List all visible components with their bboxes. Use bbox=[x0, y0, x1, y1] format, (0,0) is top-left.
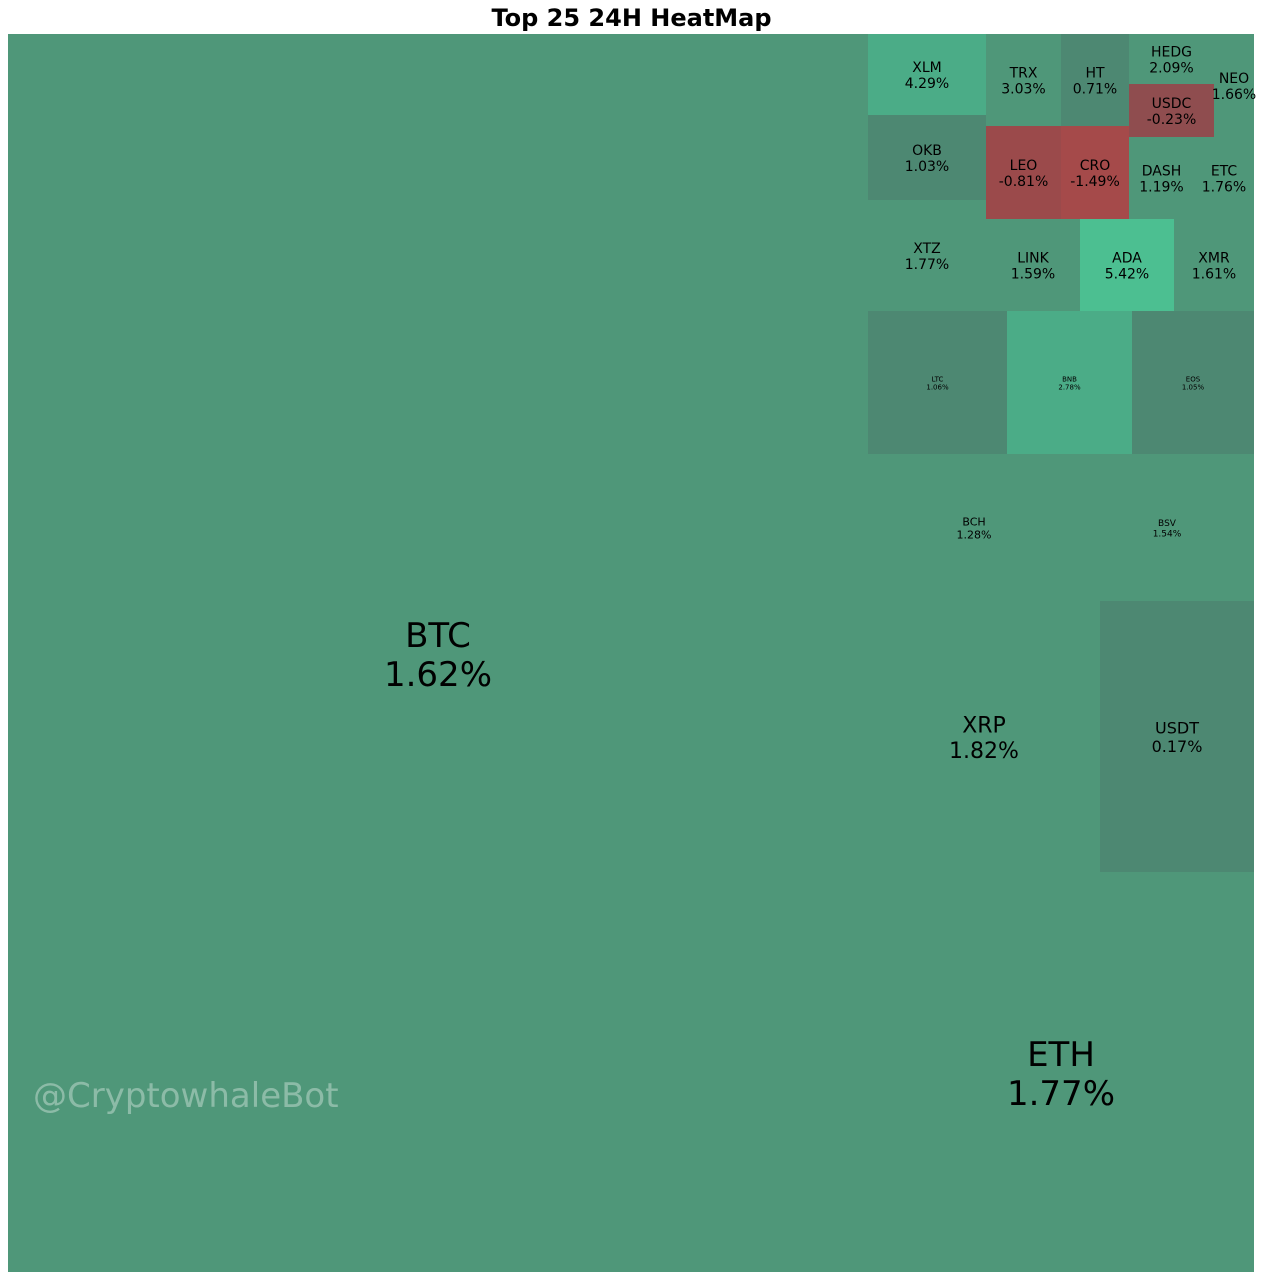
tile-eos bbox=[1132, 311, 1254, 454]
tile-ht bbox=[1061, 34, 1129, 126]
tile-eth bbox=[868, 872, 1254, 1272]
tile-neo-symbol: NEO bbox=[1219, 71, 1249, 87]
tile-ada bbox=[1080, 219, 1174, 311]
tile-eth-symbol: ETH bbox=[1027, 1035, 1095, 1075]
tile-xtz-change: 1.77% bbox=[905, 257, 949, 273]
tile-xmr-symbol: XMR bbox=[1198, 251, 1230, 267]
tile-hedg-change: 2.09% bbox=[1149, 61, 1193, 77]
tile-xrp-change: 1.82% bbox=[949, 739, 1019, 764]
tile-bch bbox=[868, 454, 1080, 601]
tile-usdt-symbol: USDT bbox=[1155, 719, 1199, 738]
tile-dash bbox=[1129, 137, 1194, 219]
tile-xtz bbox=[868, 200, 986, 311]
tile-xmr bbox=[1174, 219, 1254, 311]
tile-bsv-symbol: BSV bbox=[1158, 519, 1177, 529]
tile-trx-change: 3.03% bbox=[1001, 82, 1045, 98]
tile-ada-change: 5.42% bbox=[1105, 267, 1149, 283]
tile-btc-change: 1.62% bbox=[384, 655, 492, 695]
tile-link bbox=[986, 219, 1080, 311]
tile-link-change: 1.59% bbox=[1011, 267, 1055, 283]
tile-trx-symbol: TRX bbox=[1009, 66, 1038, 82]
tile-ltc-change: 1.06% bbox=[926, 383, 949, 391]
tile-eth-change: 1.77% bbox=[1007, 1074, 1115, 1114]
watermark: @CryptowhaleBot bbox=[33, 1076, 339, 1116]
tile-bsv bbox=[1080, 454, 1254, 601]
tile-trx bbox=[986, 34, 1061, 126]
tile-bnb-symbol: BNB bbox=[1062, 375, 1077, 383]
tile-xmr-change: 1.61% bbox=[1192, 267, 1236, 283]
tile-ltc bbox=[868, 311, 1007, 454]
tile-xrp-symbol: XRP bbox=[962, 714, 1006, 739]
tile-dash-symbol: DASH bbox=[1142, 164, 1182, 180]
tile-ht-symbol: HT bbox=[1085, 66, 1105, 82]
tile-xlm-symbol: XLM bbox=[912, 60, 941, 76]
tile-usdt-change: 0.17% bbox=[1152, 737, 1203, 756]
tile-bch-symbol: BCH bbox=[962, 516, 985, 529]
tile-dash-change: 1.19% bbox=[1139, 180, 1183, 196]
tile-xlm bbox=[868, 34, 986, 115]
tile-bnb-change: 2.78% bbox=[1058, 383, 1081, 391]
tile-btc bbox=[8, 34, 868, 1272]
tile-eos-change: 1.05% bbox=[1182, 383, 1205, 391]
tile-usdt bbox=[1100, 601, 1254, 872]
tile-hedg bbox=[1129, 34, 1214, 84]
tile-leo-symbol: LEO bbox=[1010, 158, 1038, 174]
tile-xtz-symbol: XTZ bbox=[913, 241, 941, 257]
tile-hedg-symbol: HEDG bbox=[1151, 45, 1192, 61]
tile-etc-change: 1.76% bbox=[1202, 180, 1246, 196]
chart-title: Top 25 24H HeatMap bbox=[491, 4, 772, 32]
tile-okb-symbol: OKB bbox=[912, 143, 942, 159]
tile-xlm-change: 4.29% bbox=[905, 76, 949, 92]
tile-cro bbox=[1061, 126, 1129, 219]
tile-eos-symbol: EOS bbox=[1186, 375, 1201, 383]
tile-ada-symbol: ADA bbox=[1112, 251, 1142, 267]
tile-etc-symbol: ETC bbox=[1211, 164, 1238, 180]
tile-bnb bbox=[1007, 311, 1132, 454]
tile-neo bbox=[1214, 34, 1254, 137]
tile-usdc-symbol: USDC bbox=[1152, 96, 1192, 112]
tile-bsv-change: 1.54% bbox=[1153, 529, 1182, 539]
tile-neo-change: 1.66% bbox=[1212, 87, 1256, 103]
tile-okb bbox=[868, 115, 986, 200]
tile-cro-symbol: CRO bbox=[1080, 158, 1111, 174]
tile-cro-change: -1.49% bbox=[1070, 174, 1120, 190]
tile-xrp bbox=[868, 601, 1100, 872]
tile-btc-symbol: BTC bbox=[405, 616, 471, 656]
tile-bch-change: 1.28% bbox=[957, 528, 992, 541]
tile-ht-change: 0.71% bbox=[1073, 82, 1117, 98]
tile-link-symbol: LINK bbox=[1017, 251, 1049, 267]
tile-leo bbox=[986, 126, 1061, 219]
tile-ltc-symbol: LTC bbox=[932, 375, 944, 383]
tile-usdc-change: -0.23% bbox=[1147, 112, 1197, 128]
tile-etc bbox=[1194, 137, 1254, 219]
tile-usdc bbox=[1129, 84, 1214, 137]
tile-okb-change: 1.03% bbox=[905, 159, 949, 175]
tile-leo-change: -0.81% bbox=[999, 174, 1049, 190]
